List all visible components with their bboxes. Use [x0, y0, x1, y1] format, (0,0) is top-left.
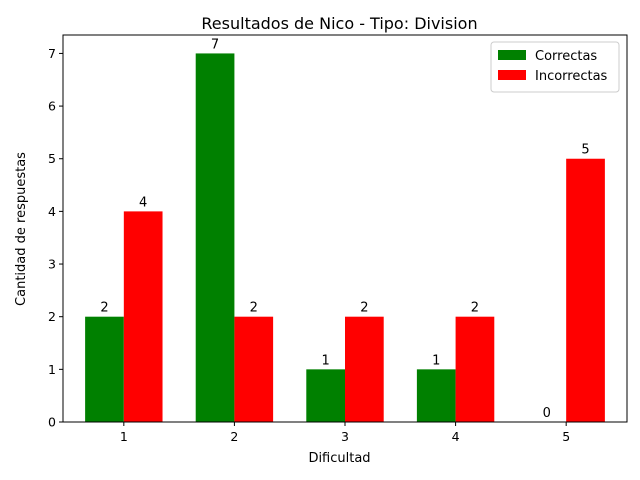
bar-correctas-2 [195, 53, 235, 423]
data-label-correctas-2: 7 [211, 37, 219, 52]
y-axis-label: Cantidad de respuestas [14, 152, 29, 306]
x-tick-label: 5 [562, 429, 570, 444]
bar-incorrectas-5 [566, 158, 605, 423]
data-label-incorrectas-2: 2 [250, 301, 258, 316]
legend-label-correctas: Correctas [535, 49, 597, 64]
x-tick-label: 3 [341, 429, 349, 444]
data-label-incorrectas-1: 4 [139, 195, 147, 210]
bar-incorrectas-1 [123, 211, 163, 422]
bar-correctas-3 [306, 369, 345, 422]
bar-incorrectas-3 [345, 316, 384, 422]
y-tick-label: 5 [48, 151, 56, 166]
y-tick-label: 1 [48, 362, 56, 377]
legend-label-incorrectas: Incorrectas [535, 69, 608, 84]
x-axis-label: Dificultad [308, 451, 370, 466]
legend: Correctas Incorrectas [490, 41, 620, 93]
data-label-correctas-1: 2 [100, 301, 108, 316]
legend-swatch-correctas [498, 50, 526, 60]
bar-incorrectas-2 [234, 316, 274, 422]
y-tick-label: 4 [48, 204, 56, 219]
data-label-correctas-3: 1 [322, 353, 330, 368]
data-label-incorrectas-5: 5 [581, 143, 589, 158]
data-label-correctas-5: 0 [543, 406, 551, 421]
data-label-incorrectas-3: 2 [360, 301, 368, 316]
x-tick-label: 2 [230, 429, 238, 444]
x-tick-label: 1 [120, 429, 128, 444]
chart-title: Resultados de Nico - Tipo: Division [201, 14, 477, 33]
data-label-incorrectas-4: 2 [471, 301, 479, 316]
legend-swatch-incorrectas [498, 70, 526, 80]
bar-correctas-1 [85, 316, 124, 422]
y-tick-label: 0 [48, 415, 56, 430]
y-tick-label: 2 [48, 309, 56, 324]
y-tick-label: 3 [48, 257, 56, 272]
data-label-correctas-4: 1 [432, 353, 440, 368]
x-tick-label: 4 [452, 429, 460, 444]
y-tick-label: 6 [48, 99, 56, 114]
bar-incorrectas-4 [455, 316, 495, 422]
bar-correctas-4 [416, 369, 456, 422]
y-tick-label: 7 [48, 46, 56, 61]
